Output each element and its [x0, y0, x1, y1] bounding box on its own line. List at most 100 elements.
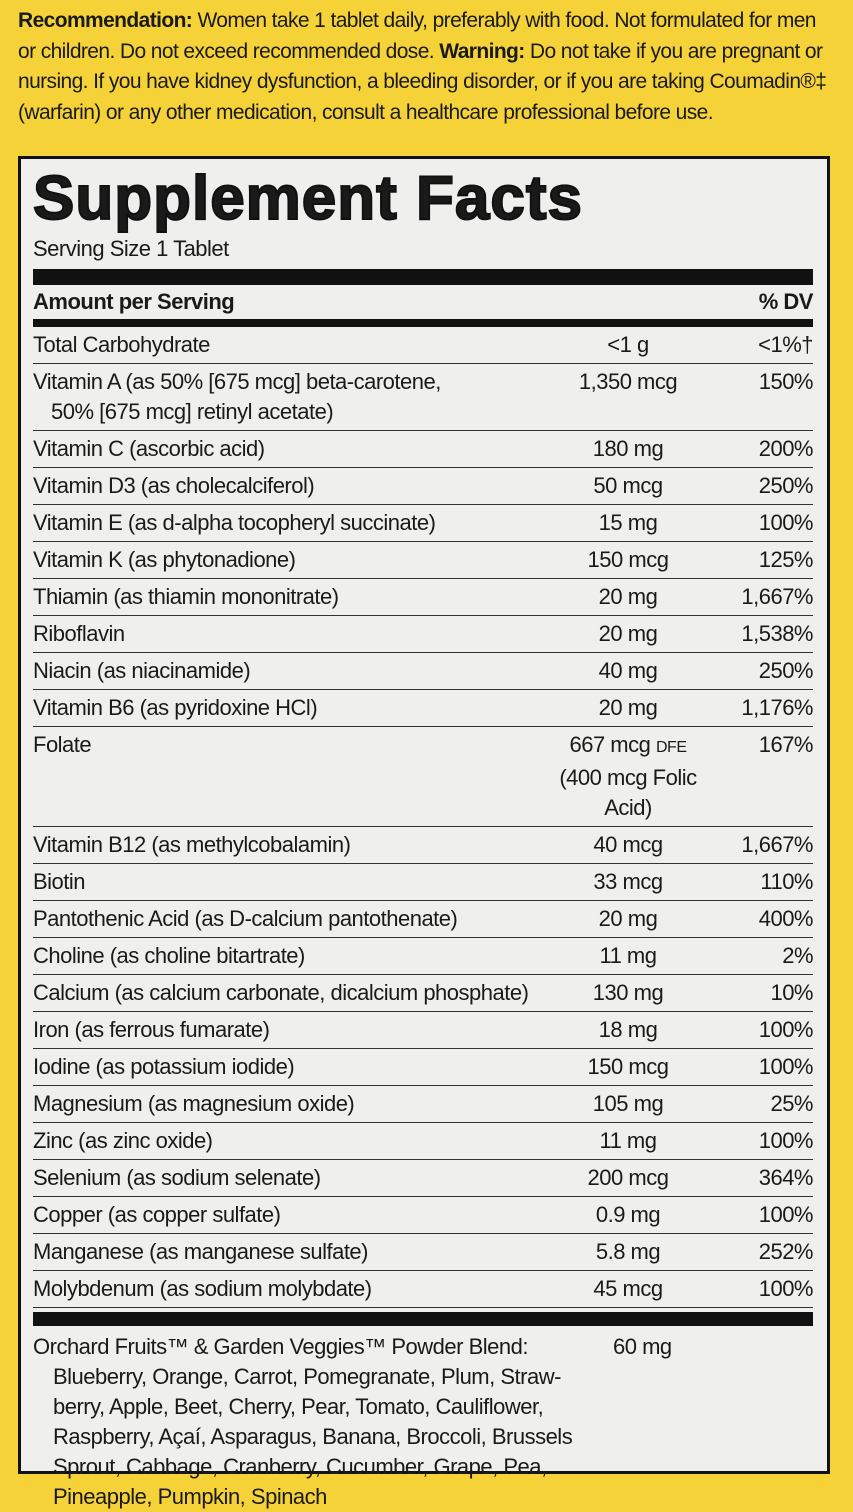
nutrient-row: Folate 667 mcg DFE (400 mcg Folic Acid) 167…	[33, 727, 814, 827]
supplement-facts-panel: Supplement Facts Serving Size 1 Tablet A…	[18, 156, 830, 1509]
nutrient-dv: 25%	[770, 1091, 813, 1116]
nutrient-name-cont: 50% [675 mcg] retinyl acetate)	[51, 399, 334, 424]
nutrient-amount: 667 mcg	[569, 732, 651, 757]
nutrient-row: Calcium (as calcium carbonate, dicalcium…	[33, 975, 814, 1012]
nutrient-dv: 400%	[758, 906, 814, 931]
nutrient-amount: 20 mg	[598, 621, 658, 646]
nutrient-row: Iodine (as potassium iodide) 150 mcg 100%	[33, 1049, 814, 1086]
nutrient-dv: 364%	[758, 1165, 814, 1190]
nutrient-amount: 45 mcg	[593, 1276, 663, 1301]
nutrient-dv: 250%	[758, 473, 814, 498]
nutrient-name: Choline (as choline bitartrate)	[33, 943, 305, 968]
nutrient-name: Iodine (as potassium iodide)	[33, 1054, 295, 1079]
nutrient-row: Thiamin (as thiamin mononitrate) 20 mg 1,6…	[33, 579, 814, 616]
nutrient-amount: 150 mcg	[587, 547, 669, 572]
serving-size: Serving Size 1 Tablet	[33, 236, 229, 261]
nutrient-amount: 5.8 mg	[595, 1239, 661, 1264]
nutrient-amount: 200 mcg	[587, 1165, 669, 1190]
recommendation-text: Recommendation: Women take 1 tablet dail…	[18, 6, 833, 128]
divider-thick	[33, 1312, 813, 1326]
blend-ingredients: Blueberry, Orange, Carrot, Pomegranate, …	[53, 1364, 573, 1509]
nutrient-name: Riboflavin	[33, 621, 125, 646]
nutrient-row: Vitamin E (as d-alpha tocopheryl succina…	[33, 505, 814, 542]
facts-title: Supplement Facts	[32, 163, 583, 234]
nutrient-name: Zinc (as zinc oxide)	[33, 1128, 213, 1153]
nutrient-amount: 130 mg	[592, 980, 664, 1005]
nutrient-dv: 100%	[758, 510, 814, 535]
blend-name: Orchard Fruits™ & Garden Veggies™ Powder…	[33, 1334, 528, 1359]
nutrient-name: Pantothenic Acid (as D-calcium pantothen…	[33, 906, 458, 931]
nutrient-dv: 1,667%	[741, 832, 813, 857]
nutrient-amount: 150 mcg	[587, 1054, 669, 1079]
recommendation-label: Recommendation:	[18, 9, 193, 32]
nutrient-name: Vitamin A (as 50% [675 mcg] beta-caroten…	[33, 369, 441, 394]
warning-body: Do not take if you are pregnant or nursi…	[18, 39, 827, 124]
nutrient-dv: 252%	[758, 1239, 814, 1264]
nutrient-row: Total Carbohydrate <1 g <1%†	[33, 327, 814, 364]
nutrient-amount: 33 mcg	[593, 869, 663, 894]
nutrient-dv: 1,176%	[741, 695, 813, 720]
blend-dv: **	[773, 1332, 853, 1512]
header-amount: Amount per Serving	[33, 289, 235, 314]
nutrient-row: Vitamin B12 (as methylcobalamin) 40 mcg 1,…	[33, 827, 814, 864]
nutrient-row: Vitamin B6 (as pyridoxine HCl) 20 mg 1,176…	[33, 690, 814, 727]
nutrient-row: Choline (as choline bitartrate) 11 mg 2%	[33, 938, 814, 975]
nutrient-amount: 50 mcg	[593, 473, 663, 498]
nutrient-amount: 180 mg	[592, 436, 664, 461]
nutrient-dv: 100%	[758, 1276, 814, 1301]
nutrient-name: Calcium (as calcium carbonate, dicalcium…	[33, 980, 529, 1005]
nutrient-dv: 250%	[758, 658, 814, 683]
nutrient-row: Pantothenic Acid (as D-calcium pantothen…	[33, 901, 814, 938]
nutrient-amount: 11 mg	[599, 1128, 657, 1153]
nutrient-name: Thiamin (as thiamin mononitrate)	[33, 584, 339, 609]
header-dv: % DV	[758, 289, 814, 314]
nutrient-name: Molybdenum (as sodium molybdate)	[33, 1276, 372, 1301]
nutrient-amount: 15 mg	[598, 510, 658, 535]
nutrient-row: Zinc (as zinc oxide) 11 mg 100%	[33, 1123, 814, 1160]
nutrient-name: Total Carbohydrate	[33, 332, 210, 357]
nutrient-row: Vitamin D3 (as cholecalciferol) 50 mcg 250…	[33, 468, 814, 505]
nutrient-list: Total Carbohydrate <1 g <1%† Vitamin A (as …	[33, 327, 814, 1308]
nutrient-amount-unit: DFE	[656, 739, 687, 756]
nutrient-row: Riboflavin 20 mg 1,538%	[33, 616, 814, 653]
nutrient-name: Folate	[33, 732, 92, 757]
nutrient-amount: 1,350 mcg	[578, 369, 678, 394]
nutrient-dv: 100%	[758, 1054, 814, 1079]
blend-amount: 60 mg	[613, 1334, 672, 1359]
nutrient-name: Vitamin B6 (as pyridoxine HCl)	[33, 695, 318, 720]
nutrient-amount: 0.9 mg	[595, 1202, 661, 1227]
nutrient-dv: 125%	[758, 547, 814, 572]
nutrient-dv: 150%	[758, 369, 814, 394]
nutrient-row: Vitamin A (as 50% [675 mcg] beta-caroten…	[33, 364, 814, 431]
nutrient-amount: 40 mg	[598, 658, 658, 683]
facts-header: Amount per Serving % DV	[33, 285, 814, 327]
nutrient-row: Vitamin C (ascorbic acid) 180 mg 200%	[33, 431, 814, 468]
nutrient-dv: <1%†	[758, 332, 813, 357]
nutrient-dv: 100%	[758, 1128, 814, 1153]
nutrient-dv: 10%	[770, 980, 813, 1005]
nutrient-row: Iron (as ferrous fumarate) 18 mg 100%	[33, 1012, 814, 1049]
blend-row: Orchard Fruits™ & Garden Veggies™ Powder…	[33, 1326, 813, 1512]
nutrient-name: Selenium (as sodium selenate)	[33, 1165, 321, 1190]
nutrient-row: Manganese (as manganese sulfate) 5.8 mg 25…	[33, 1234, 814, 1271]
nutrient-amount: <1 g	[607, 332, 649, 357]
nutrient-name: Magnesium (as magnesium oxide)	[33, 1091, 355, 1116]
nutrient-row: Vitamin K (as phytonadione) 150 mcg 125%	[33, 542, 814, 579]
nutrient-amount: 11 mg	[599, 943, 657, 968]
nutrient-dv: 1,667%	[741, 584, 813, 609]
nutrient-dv: 167%	[758, 732, 814, 757]
nutrient-amount: 20 mg	[598, 584, 658, 609]
nutrient-dv: 100%	[758, 1202, 814, 1227]
nutrient-dv: 1,538%	[741, 621, 813, 646]
nutrient-dv: 2%	[782, 943, 813, 968]
nutrient-name: Vitamin B12 (as methylcobalamin)	[33, 832, 351, 857]
nutrient-dv: 110%	[760, 869, 813, 894]
warning-label: Warning:	[439, 39, 525, 63]
nutrient-row: Magnesium (as magnesium oxide) 105 mg 25%	[33, 1086, 814, 1123]
nutrient-row: Copper (as copper sulfate) 0.9 mg 100%	[33, 1197, 814, 1234]
nutrient-amount: 40 mcg	[593, 832, 663, 857]
nutrient-row: Molybdenum (as sodium molybdate) 45 mcg 10…	[33, 1271, 814, 1308]
nutrient-name: Copper (as copper sulfate)	[33, 1202, 281, 1227]
nutrient-dv: 100%	[758, 1017, 814, 1042]
nutrient-amount: 20 mg	[598, 695, 658, 720]
